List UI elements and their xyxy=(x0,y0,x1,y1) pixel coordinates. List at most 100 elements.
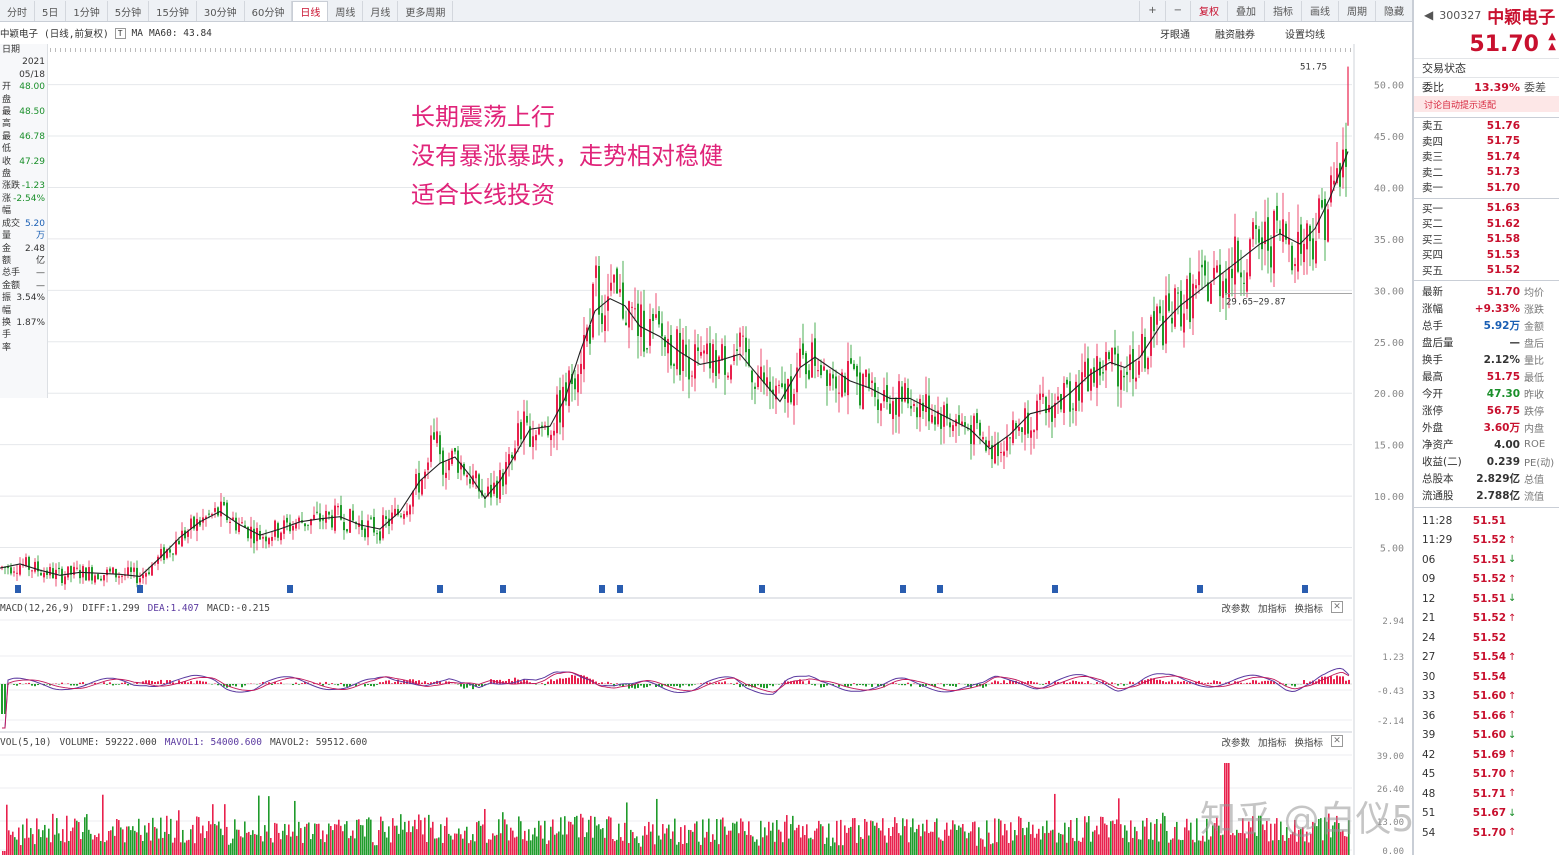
tab-period[interactable]: 周线 xyxy=(328,1,364,21)
volume-bar xyxy=(194,843,196,855)
candle-body xyxy=(1333,180,1335,185)
volume-bar xyxy=(864,818,866,855)
volume-bar xyxy=(282,830,284,855)
candle-body xyxy=(934,416,936,425)
candle-body xyxy=(952,425,954,432)
volume-bar xyxy=(64,842,66,855)
event-marker-icon[interactable] xyxy=(900,585,906,593)
volume-bar xyxy=(722,817,724,855)
event-marker-icon[interactable] xyxy=(759,585,765,593)
tab-period[interactable]: 5分钟 xyxy=(108,1,150,21)
ask-row[interactable]: 卖二 51.73 xyxy=(1414,165,1559,181)
volume-bar xyxy=(1156,819,1158,855)
event-marker-icon[interactable] xyxy=(1302,585,1308,593)
macd-bar xyxy=(1324,676,1326,684)
kline-chart[interactable]: 50.0045.0040.0035.0030.0025.0020.0015.00… xyxy=(0,44,1412,855)
toolbar-button[interactable]: 周期 xyxy=(1338,0,1375,21)
event-marker-icon[interactable] xyxy=(1052,585,1058,593)
macd-bar xyxy=(154,681,156,684)
candle-body xyxy=(1054,402,1056,418)
tick-arrow-icon: ↑ xyxy=(1508,534,1517,546)
macd-bar xyxy=(82,682,84,684)
tick-row: 12 51.51 ↓ xyxy=(1414,589,1559,609)
bid-row[interactable]: 买四 51.53 xyxy=(1414,247,1559,263)
price-axis-label: 10.00 xyxy=(1374,492,1404,503)
tab-period[interactable]: 60分钟 xyxy=(245,1,293,21)
volume-bar xyxy=(1306,831,1308,855)
macd-bar xyxy=(1204,683,1206,684)
toolbar-button[interactable]: 画线 xyxy=(1301,0,1338,21)
tab-period[interactable]: 分时 xyxy=(0,1,35,21)
vol-add-indicator-button[interactable]: 加指标 xyxy=(1257,738,1287,749)
event-marker-icon[interactable] xyxy=(617,585,623,593)
toolbar-button[interactable]: 复权 xyxy=(1190,0,1227,21)
toolbar-button[interactable]: − xyxy=(1164,0,1190,21)
event-marker-icon[interactable] xyxy=(937,585,943,593)
macd-bar xyxy=(616,683,618,684)
ask-row[interactable]: 卖一 51.70 xyxy=(1414,180,1559,196)
ask-row[interactable]: 卖四 51.75 xyxy=(1414,134,1559,150)
tab-period[interactable]: 30分钟 xyxy=(197,1,245,21)
candle-body xyxy=(13,571,15,573)
toolbar-button[interactable]: 叠加 xyxy=(1227,0,1264,21)
macd-bar xyxy=(1072,680,1074,684)
tab-period[interactable]: 15分钟 xyxy=(149,1,197,21)
macd-add-indicator-button[interactable]: 加指标 xyxy=(1257,604,1287,615)
tab-period[interactable]: 日线 xyxy=(292,1,329,21)
toolbar-button[interactable]: 隐藏 xyxy=(1375,0,1412,21)
info-toggle[interactable]: T xyxy=(114,27,126,39)
candle-body xyxy=(625,322,627,326)
link-yayantong[interactable]: 牙眼通 xyxy=(1160,30,1190,41)
vol-switch-indicator-button[interactable]: 换指标 xyxy=(1294,738,1323,749)
event-marker-icon[interactable] xyxy=(599,585,605,593)
close-icon[interactable]: ✕ xyxy=(1331,735,1343,747)
tab-period[interactable]: 月线 xyxy=(363,1,399,21)
macd-edit-params-button[interactable]: 改参数 xyxy=(1221,604,1250,615)
back-arrow-icon[interactable]: ◀ xyxy=(1424,8,1434,22)
volume-bar xyxy=(482,824,484,855)
toolbar-button[interactable]: 指标 xyxy=(1264,0,1301,21)
event-marker-icon[interactable] xyxy=(437,585,443,593)
event-marker-icon[interactable] xyxy=(287,585,293,593)
macd-bar xyxy=(241,684,243,688)
candle-body xyxy=(1120,370,1122,390)
macd-bar xyxy=(1285,684,1287,686)
bid-row[interactable]: 买三 51.58 xyxy=(1414,232,1559,248)
stat-value: 51.75 xyxy=(1486,370,1520,383)
volume-bar xyxy=(856,842,858,855)
tab-period[interactable]: 更多周期 xyxy=(398,1,454,21)
link-margin-trading[interactable]: 融资融券 xyxy=(1215,30,1255,41)
volume-bar xyxy=(216,825,218,855)
tick-arrow-icon: ↓ xyxy=(1508,554,1517,566)
tab-period[interactable]: 1分钟 xyxy=(66,1,108,21)
bid-row[interactable]: 买一 51.63 xyxy=(1414,201,1559,217)
vol-edit-params-button[interactable]: 改参数 xyxy=(1221,738,1250,749)
candle-body xyxy=(118,576,120,578)
prompt-link[interactable]: 讨论自动提示适配 xyxy=(1414,96,1559,112)
event-marker-icon[interactable] xyxy=(500,585,506,593)
tick-time: 30 xyxy=(1422,670,1436,683)
macd-switch-indicator-button[interactable]: 换指标 xyxy=(1294,604,1323,615)
volume-bar xyxy=(1034,837,1036,855)
event-marker-icon[interactable] xyxy=(137,585,143,593)
ask-row[interactable]: 卖五 51.76 xyxy=(1414,118,1559,134)
tick-list[interactable]: 11:28 51.51 11:29 51.52 ↑ 06 51.51 ↓ 09 51.52 ↑ 12 5… xyxy=(1414,511,1559,843)
event-marker-icon[interactable] xyxy=(1197,585,1203,593)
event-marker-icon[interactable] xyxy=(15,585,21,593)
info-row: 05/18 xyxy=(2,69,47,81)
ask-row[interactable]: 卖三 51.74 xyxy=(1414,149,1559,165)
candle-body xyxy=(1147,357,1149,370)
toolbar-button[interactable]: + xyxy=(1139,0,1164,21)
macd-bar xyxy=(1180,681,1182,684)
bid-row[interactable]: 买二 51.62 xyxy=(1414,216,1559,232)
volume-bar xyxy=(84,817,86,855)
macd-bar xyxy=(37,684,39,686)
tab-period[interactable]: 5日 xyxy=(35,1,67,21)
candle-body xyxy=(208,513,210,515)
bid-row[interactable]: 买五 51.52 xyxy=(1414,263,1559,279)
macd-axis-label: 2.94 xyxy=(1382,617,1404,627)
close-icon[interactable]: ✕ xyxy=(1331,601,1343,613)
link-ma-settings[interactable]: 设置均线 xyxy=(1285,30,1325,41)
volume-bar xyxy=(270,837,272,855)
